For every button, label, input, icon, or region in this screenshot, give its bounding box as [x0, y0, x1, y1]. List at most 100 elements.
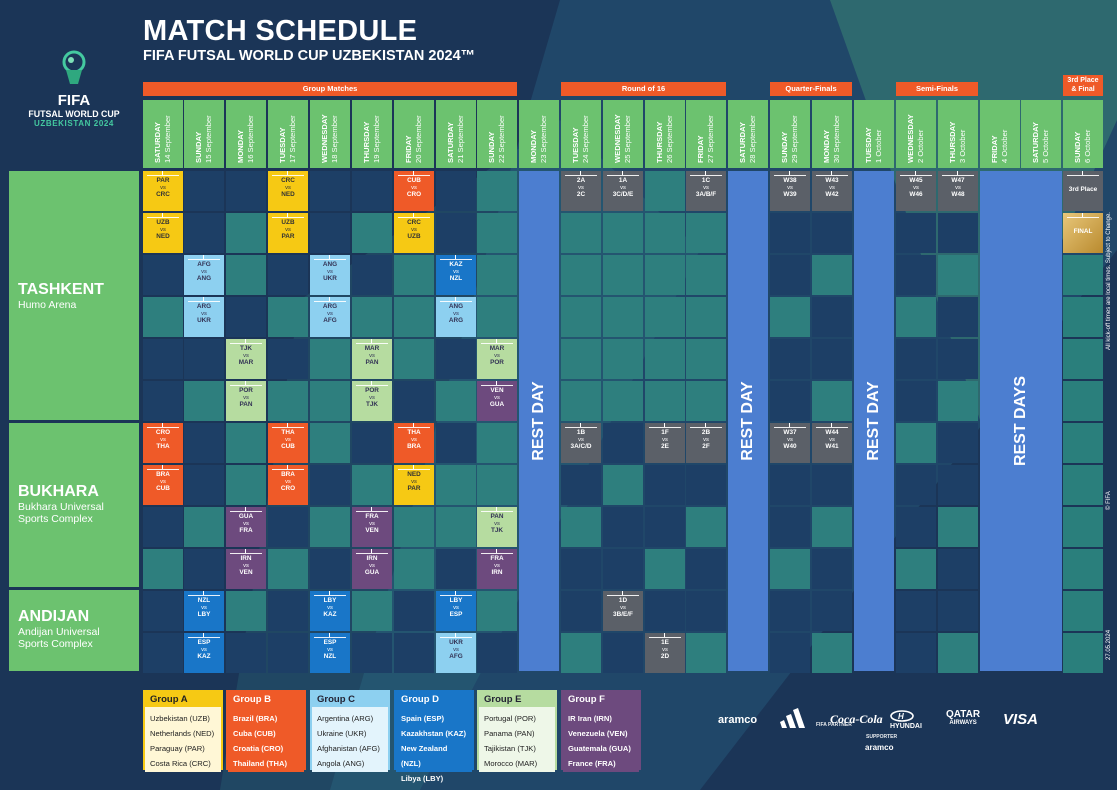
grid-cell: [436, 423, 476, 463]
day-date: 3 October: [958, 129, 967, 163]
day-weekday: WEDNESDAY: [320, 114, 329, 163]
grid-cell: [645, 507, 685, 547]
grid-cell: [938, 465, 978, 505]
grid-cell: [352, 465, 392, 505]
vs-label: vs: [369, 353, 375, 359]
grid-cell: [184, 339, 224, 379]
team-away: NED: [156, 233, 170, 240]
legend-team: Netherlands (NED): [150, 729, 215, 738]
grid-cell: [896, 465, 936, 505]
team-away: GUA: [364, 569, 380, 576]
match-card: 1F vs 2E: [645, 423, 685, 463]
team-away: W39: [783, 191, 797, 198]
match-card: W44 vs W41: [812, 423, 852, 463]
match-card: ANG vs UKR: [310, 255, 350, 295]
sponsor-hyundai: H HYUNDAI: [890, 710, 922, 730]
day-header-7: SATURDAY 21 September: [436, 100, 476, 168]
match-card: LBY vs KAZ: [310, 591, 350, 631]
team-away: W40: [783, 443, 797, 450]
venue-name: ANDIJAN: [18, 608, 90, 625]
vs-label: vs: [411, 227, 417, 233]
team-home: ESP: [323, 639, 337, 646]
team-home: FRA: [365, 513, 379, 520]
match-card: THA vs BRA: [394, 423, 434, 463]
match-card: BRA vs CUB: [143, 465, 183, 505]
grid-cell: [812, 633, 852, 673]
day-weekday: MONDAY: [236, 129, 245, 163]
match-card: NZL vs LBY: [184, 591, 224, 631]
legend-team: Afghanistan (AFG): [317, 744, 380, 753]
legend-team: Paraguay (PAR): [150, 744, 205, 753]
team-away: UKR: [197, 317, 211, 324]
grid-cell: [352, 255, 392, 295]
vs-label: vs: [411, 479, 417, 485]
day-weekday: SUNDAY: [487, 131, 496, 163]
legend-group-a: Group A Uzbekistan (UZB) Netherlands (NED)…: [143, 690, 223, 772]
grid-cell: [561, 381, 601, 421]
vs-label: vs: [494, 521, 500, 527]
grid-cell: [938, 633, 978, 673]
vs-label: vs: [787, 185, 793, 191]
day-header-1: SUNDAY 15 September: [184, 100, 224, 168]
venue-name: BUKHARA: [18, 483, 99, 500]
match-card: FRA vs VEN: [352, 507, 392, 547]
day-date: 29 September: [790, 115, 799, 163]
vs-label: vs: [662, 647, 668, 653]
sponsor-aramco-supporter: aramco: [865, 743, 894, 752]
day-weekday: TUESDAY: [864, 127, 873, 163]
grid-cell: [645, 171, 685, 211]
vs-label: vs: [620, 185, 626, 191]
team-home: 1D: [618, 597, 628, 604]
day-header-22: SUNDAY 6 October: [1063, 100, 1103, 168]
grid-cell: [896, 381, 936, 421]
grid-cell: [686, 297, 726, 337]
final-label: FINAL: [1073, 228, 1093, 235]
match-card: GUA vs FRA: [226, 507, 266, 547]
grid-cell: [812, 381, 852, 421]
legend-team: France (FRA): [568, 759, 616, 768]
team-away: ANG: [196, 275, 212, 282]
stage-final-line2: & Final: [1071, 86, 1095, 93]
grid-cell: [477, 171, 517, 211]
match-card: 1D vs 3B/E/F: [603, 591, 643, 631]
grid-cell: [143, 381, 183, 421]
vs-label: vs: [201, 647, 207, 653]
day-weekday: SATURDAY: [738, 122, 747, 163]
supporter-label: SUPPORTER: [866, 734, 898, 740]
grid-cell: [812, 465, 852, 505]
vs-label: vs: [703, 437, 709, 443]
match-card: 1C vs 3A/B/F: [686, 171, 726, 211]
grid-cell: [645, 465, 685, 505]
grid-cell: [184, 381, 224, 421]
grid-cell: [770, 591, 810, 631]
venue-andijan: ANDIJAN Andijan Universal Sports Complex: [9, 590, 139, 671]
stage-quarter-finals: Quarter-Finals: [770, 82, 852, 96]
day-weekday: MONDAY: [822, 129, 831, 163]
grid-cell: [561, 255, 601, 295]
rest-label: REST DAYS: [1012, 375, 1029, 467]
legend-team: Costa Rica (CRC): [150, 759, 211, 768]
day-header-9: MONDAY 23 September: [519, 100, 559, 168]
vs-label: vs: [411, 437, 417, 443]
grid-cell: [477, 423, 517, 463]
rest-day-oct1: REST DAY: [854, 171, 894, 671]
day-header-8: SUNDAY 22 September: [477, 100, 517, 168]
grid-cell: [603, 465, 643, 505]
team-away: VEN: [365, 527, 379, 534]
grid-cell: [394, 255, 434, 295]
vs-label: vs: [160, 437, 166, 443]
grid-cell: [394, 381, 434, 421]
vs-label: vs: [201, 311, 207, 317]
legend-team: Libya (LBY): [401, 774, 444, 783]
team-home: MAR: [489, 345, 505, 352]
grid-cell: [561, 507, 601, 547]
grid-cell: [645, 297, 685, 337]
grid-cell: [436, 381, 476, 421]
match-card: NED vs PAR: [394, 465, 434, 505]
grid-cell: [226, 297, 266, 337]
grid-cell: [686, 633, 726, 673]
team-away: 2D: [660, 653, 670, 660]
match-card: 1B vs 3A/C/D: [561, 423, 601, 463]
match-card: IRN vs VEN: [226, 549, 266, 589]
grid-cell: [268, 381, 308, 421]
